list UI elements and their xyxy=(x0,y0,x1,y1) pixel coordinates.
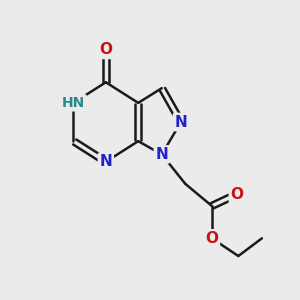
Text: N: N xyxy=(100,154,112,169)
Text: N: N xyxy=(155,147,168,162)
Text: HN: HN xyxy=(62,96,85,110)
Text: O: O xyxy=(230,187,243,202)
Text: N: N xyxy=(175,115,187,130)
Text: O: O xyxy=(99,42,112,57)
Text: O: O xyxy=(205,231,218,246)
